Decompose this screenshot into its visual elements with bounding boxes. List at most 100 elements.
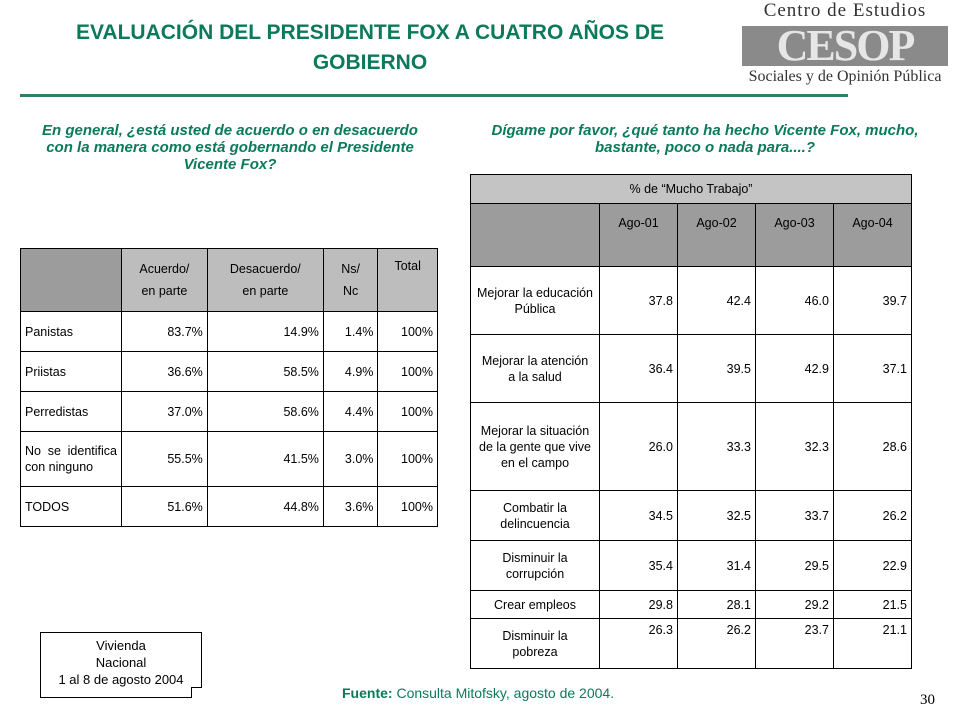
- header-text: Desacuerdo/: [229, 262, 301, 276]
- page-title: EVALUACIÓN DEL PRESIDENTE FOX A CUATRO A…: [20, 18, 720, 78]
- table-cell: 36.4: [599, 334, 678, 403]
- row-label: No se identifica con ninguno: [20, 431, 122, 487]
- table-row: Mejorar la situación de la gente que viv…: [470, 402, 912, 491]
- table-cell: 39.5: [677, 334, 756, 403]
- table-cell: 46.0: [755, 266, 834, 335]
- row-label: Combatir la delincuencia: [470, 490, 600, 541]
- approval-header-nsnc: Ns/Nc: [322, 248, 379, 312]
- table-row: Priistas 36.6% 58.5% 4.9% 100%: [20, 351, 438, 392]
- table-cell: 26.2: [833, 490, 912, 541]
- header-text: en parte: [242, 284, 289, 298]
- approval-table: Acuerdo/en parte Desacuerdo/en parte Ns/…: [20, 248, 438, 527]
- table-cell: 28.6: [833, 402, 912, 491]
- row-label-text: corrupción: [505, 566, 565, 581]
- table-row: Disminuir la corrupción 35.4 31.4 29.5 22…: [470, 540, 912, 591]
- table-cell: 42.4: [677, 266, 756, 335]
- table-cell: 26.2: [677, 618, 756, 669]
- row-label: Crear empleos: [470, 590, 600, 619]
- table-row: Mejorar la educación Pública 37.8 42.4 46…: [470, 266, 912, 335]
- row-label: Disminuir la corrupción: [470, 540, 600, 591]
- cesop-logo: Centro de Estudios CESOP Sociales y de O…: [738, 0, 952, 95]
- table-cell: 29.5: [755, 540, 834, 591]
- table-cell: 41.5%: [206, 431, 324, 487]
- row-label: Panistas: [20, 311, 122, 352]
- row-label-text: en el campo: [500, 455, 570, 470]
- table-cell: 4.4%: [322, 391, 379, 432]
- survey-note: Vivienda Nacional 1 al 8 de agosto 2004: [40, 632, 202, 698]
- table-row: Crear empleos 29.8 28.1 29.2 21.5: [470, 590, 912, 619]
- row-label: Priistas: [20, 351, 122, 392]
- table-cell: 3.6%: [322, 486, 379, 527]
- table-row: TODOS 51.6% 44.8% 3.6% 100%: [20, 486, 438, 527]
- header-text: en parte: [141, 284, 188, 298]
- logo-bottom-text: Sociales y de Opinión Pública: [748, 68, 942, 85]
- row-label-text: delincuencia: [500, 516, 570, 531]
- source-text: Consulta Mitofsky, agosto de 2004.: [392, 685, 615, 701]
- header-text: Acuerdo/: [139, 262, 190, 276]
- table-cell: 39.7: [833, 266, 912, 335]
- table-cell: 26.0: [599, 402, 678, 491]
- row-label-text: Crear empleos: [494, 597, 576, 612]
- table-cell: 51.6%: [121, 486, 208, 527]
- table-cell: 100%: [377, 351, 438, 392]
- note-line: 1 al 8 de agosto 2004: [58, 672, 184, 687]
- note-line: Nacional: [95, 655, 147, 670]
- table-row: Mejorar la atención a la salud 36.4 39.5 …: [470, 334, 912, 403]
- header-text: Nc: [343, 284, 359, 298]
- table-row: Combatir la delincuencia 34.5 32.5 33.7 2…: [470, 490, 912, 541]
- table-cell: 21.5: [833, 590, 912, 619]
- row-label: Disminuir la pobreza: [470, 618, 600, 669]
- table-cell: 3.0%: [322, 431, 379, 487]
- table-cell: 83.7%: [121, 311, 208, 352]
- row-label-text: Mejorar la educación: [476, 285, 594, 300]
- table-cell: 55.5%: [121, 431, 208, 487]
- table-cell: 23.7: [755, 618, 834, 669]
- year-header: Ago-03: [755, 203, 834, 267]
- year-header: Ago-02: [677, 203, 756, 267]
- table-cell: 35.4: [599, 540, 678, 591]
- row-label-text: pobreza: [512, 644, 558, 659]
- table-cell: 22.9: [833, 540, 912, 591]
- question-right: Dígame por favor, ¿qué tanto ha hecho Vi…: [491, 122, 919, 156]
- table-cell: 58.5%: [206, 351, 324, 392]
- row-label-text: a la salud: [508, 369, 562, 384]
- row-label-text: Disminuir la: [502, 550, 568, 565]
- page-title-line1: EVALUACIÓN DEL PRESIDENTE FOX A CUATRO A…: [75, 21, 665, 44]
- row-label: Mejorar la atención a la salud: [470, 334, 600, 403]
- row-label-text: Pública: [514, 301, 556, 316]
- table-cell: 100%: [377, 431, 438, 487]
- row-label: TODOS: [20, 486, 122, 527]
- table-cell: 1.4%: [322, 311, 379, 352]
- approval-header-total: Total: [377, 248, 438, 312]
- work-table: % de “Mucho Trabajo” Ago-01 Ago-02 Ago-0…: [470, 174, 912, 669]
- note-line: Vivienda: [96, 638, 146, 653]
- approval-header-acuerdo: Acuerdo/en parte: [121, 248, 208, 312]
- table-row: Perredistas 37.0% 58.6% 4.4% 100%: [20, 391, 438, 432]
- table-cell: 28.1: [677, 590, 756, 619]
- logo-top-text: Centro de Estudios: [763, 0, 927, 21]
- table-row: Disminuir la pobreza 26.3 26.2 23.7 21.1: [470, 618, 912, 669]
- note-fold-corner: [191, 687, 202, 698]
- header-text: Total: [394, 259, 421, 273]
- table-cell: 58.6%: [206, 391, 324, 432]
- year-header: Ago-01: [599, 203, 678, 267]
- table-cell: 100%: [377, 391, 438, 432]
- table-cell: 37.1: [833, 334, 912, 403]
- table-cell: 26.3: [599, 618, 678, 669]
- logo-mark: CESOP: [742, 26, 948, 66]
- table-row: Panistas 83.7% 14.9% 1.4% 100%: [20, 311, 438, 352]
- approval-header-desacuerdo: Desacuerdo/en parte: [206, 248, 324, 312]
- table-cell: 100%: [377, 311, 438, 352]
- source-label: Fuente:: [342, 685, 393, 701]
- table-cell: 32.3: [755, 402, 834, 491]
- table-cell: 4.9%: [322, 351, 379, 392]
- row-label: Mejorar la situación de la gente que viv…: [470, 402, 600, 491]
- table-cell: 33.3: [677, 402, 756, 491]
- table-cell: 36.6%: [121, 351, 208, 392]
- table-cell: 37.8: [599, 266, 678, 335]
- table-cell: 29.8: [599, 590, 678, 619]
- table-cell: 29.2: [755, 590, 834, 619]
- table-cell: 100%: [377, 486, 438, 527]
- work-header: % de “Mucho Trabajo”: [470, 174, 912, 204]
- year-header: Ago-04: [833, 203, 912, 267]
